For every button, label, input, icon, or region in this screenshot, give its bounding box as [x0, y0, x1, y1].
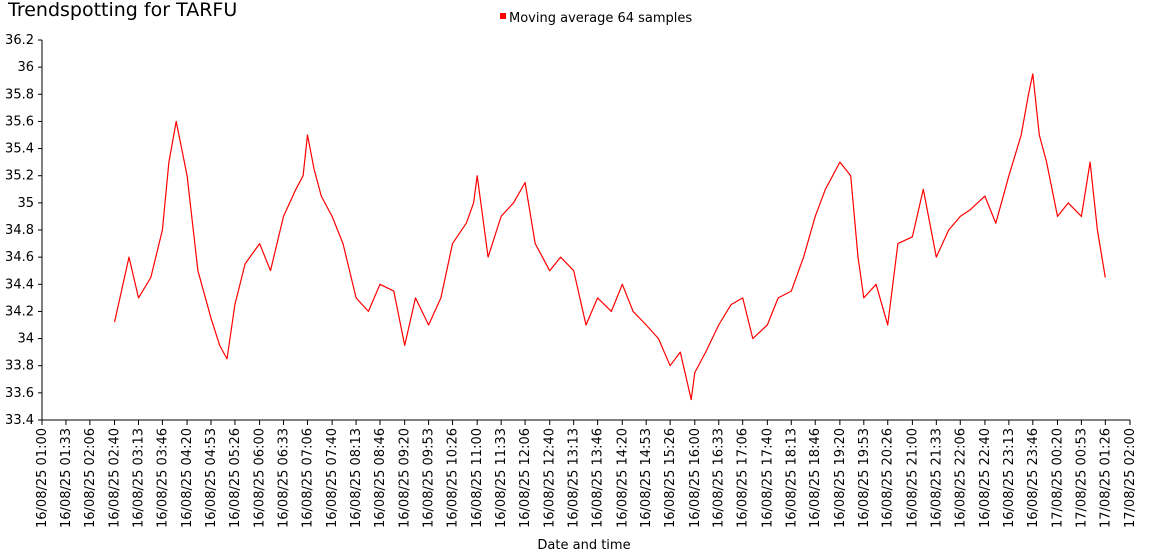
- y-tick-label: 35.6: [5, 114, 34, 129]
- x-tick-label: 16/08/25 09:20: [398, 428, 413, 528]
- x-tick-label: 16/08/25 05:26: [228, 428, 243, 528]
- x-axis-title: Date and time: [537, 538, 630, 553]
- y-tick-label: 34.2: [5, 304, 34, 319]
- x-tick-label: 16/08/25 10:26: [446, 428, 461, 528]
- x-tick-label: 16/08/25 04:53: [204, 428, 219, 528]
- y-tick-label: 36: [17, 60, 34, 75]
- x-tick-label: 16/08/25 21:33: [929, 428, 944, 528]
- plot-area: [113, 73, 1106, 401]
- y-tick-label: 33.6: [5, 386, 34, 401]
- x-tick-label: 16/08/25 02:06: [83, 428, 98, 528]
- y-tick-label: 33.4: [5, 413, 34, 428]
- x-tick-label: 17/08/25 00:20: [1050, 428, 1065, 528]
- y-tick-label: 34.8: [5, 223, 34, 238]
- y-tick-label: 35: [17, 196, 34, 211]
- x-tick-label: 16/08/25 08:13: [349, 428, 364, 528]
- x-tick-label: 16/08/25 16:00: [688, 428, 703, 528]
- x-tick-label: 16/08/25 06:00: [253, 428, 268, 528]
- x-tick-label: 16/08/25 22:40: [978, 428, 993, 528]
- y-tick-label: 34.4: [5, 277, 34, 292]
- x-tick-label: 16/08/25 01:00: [35, 428, 50, 528]
- x-axis: 16/08/25 01:00 16/08/25 01:33 16/08/25 02:…: [35, 419, 1138, 528]
- x-tick-label: 16/08/25 15:26: [663, 428, 678, 528]
- x-tick-label: 16/08/25 11:33: [494, 428, 509, 528]
- y-tick-label: 35.8: [5, 87, 34, 102]
- y-tick-label: 35.2: [5, 169, 34, 184]
- x-tick-label: 16/08/25 20:26: [881, 428, 896, 528]
- x-tick-label: 16/08/25 14:53: [639, 428, 654, 528]
- x-tick-label: 16/08/25 08:46: [373, 428, 388, 528]
- x-tick-label: 16/08/25 09:53: [422, 428, 437, 528]
- x-tick-label: 16/08/25 19:20: [833, 428, 848, 528]
- x-tick-label: 17/08/25 02:00: [1123, 428, 1138, 528]
- x-tick-label: 16/08/25 12:40: [543, 428, 558, 528]
- legend-label: Moving average 64 samples: [509, 11, 692, 26]
- x-tick-label: 16/08/25 16:33: [712, 428, 727, 528]
- x-tick-label: 16/08/25 07:06: [300, 428, 315, 528]
- x-tick-label: 16/08/25 14:20: [615, 428, 630, 528]
- chart-title: Trendspotting for TARFU: [7, 0, 237, 21]
- x-tick-label: 16/08/25 18:13: [784, 428, 799, 528]
- y-tick-label: 35.4: [5, 142, 34, 157]
- x-tick-label: 16/08/25 01:33: [59, 428, 74, 528]
- x-tick-label: 16/08/25 06:33: [277, 428, 292, 528]
- x-tick-label: 16/08/25 17:06: [736, 428, 751, 528]
- x-tick-label: 17/08/25 01:26: [1098, 428, 1113, 528]
- x-tick-label: 16/08/25 18:46: [808, 428, 823, 528]
- x-tick-label: 16/08/25 23:13: [1002, 428, 1017, 528]
- y-tick-label: 34: [17, 332, 34, 347]
- y-tick-label: 36.2: [5, 33, 34, 48]
- x-tick-label: 16/08/25 17:40: [760, 428, 775, 528]
- x-tick-label: 16/08/25 03:46: [155, 428, 170, 528]
- x-tick-label: 16/08/25 21:00: [905, 428, 920, 528]
- y-tick-label: 33.8: [5, 359, 34, 374]
- legend: Moving average 64 samples: [500, 11, 692, 26]
- x-tick-label: 16/08/25 23:46: [1026, 428, 1041, 528]
- x-tick-label: 17/08/25 00:53: [1074, 428, 1089, 528]
- y-tick-label: 34.6: [5, 250, 34, 265]
- x-tick-label: 16/08/25 04:20: [180, 428, 195, 528]
- series-line-moving-average: [113, 73, 1106, 401]
- x-tick-label: 16/08/25 19:53: [857, 428, 872, 528]
- legend-swatch: [500, 13, 506, 19]
- x-tick-label: 16/08/25 12:06: [518, 428, 533, 528]
- y-axis: 33.4 33.6 33.8 34 34.2 34.4 34.6 34.8 35 35.2 35.4…: [5, 33, 43, 428]
- x-tick-label: 16/08/25 22:06: [953, 428, 968, 528]
- x-tick-label: 16/08/25 07:40: [325, 428, 340, 528]
- x-tick-label: 16/08/25 03:13: [131, 428, 146, 528]
- x-tick-label: 16/08/25 02:40: [108, 428, 123, 528]
- x-tick-label: 16/08/25 13:13: [567, 428, 582, 528]
- x-tick-label: 16/08/25 13:46: [591, 428, 606, 528]
- x-tick-label: 16/08/25 11:00: [470, 428, 485, 528]
